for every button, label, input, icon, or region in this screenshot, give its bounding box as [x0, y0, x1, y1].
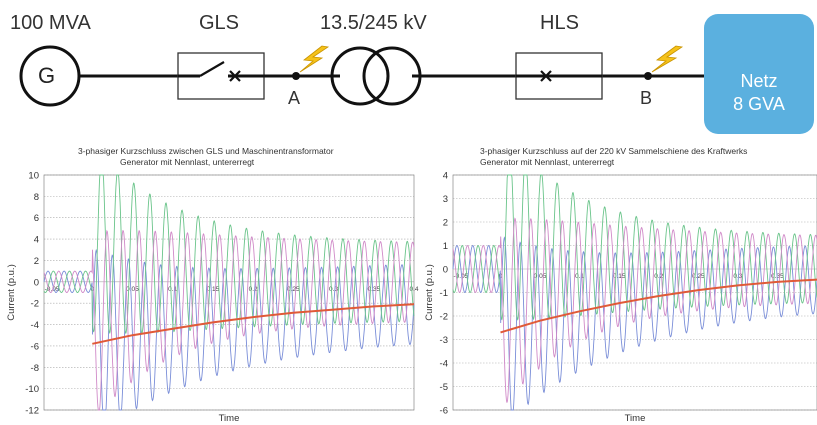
- chart2-title: 3-phasiger Kurzschluss auf der 220 kV Sa…: [480, 146, 748, 156]
- chart1-y-tick-label: 8: [34, 192, 39, 203]
- chart2-y-tick-label: 3: [443, 194, 448, 205]
- chart2-x-tick-label: 0.25: [692, 273, 705, 280]
- chart1-y-tick-label: -8: [31, 363, 39, 374]
- transformer-winding-2: [362, 46, 422, 106]
- chart1-y-tick-label: 2: [34, 256, 39, 267]
- chart1-y-tick-label: -10: [25, 384, 39, 395]
- chart1-x-tick-label: 0.4: [409, 286, 418, 293]
- chart1-y-tick-label: 0: [34, 277, 39, 288]
- transformer-winding-1: [330, 46, 390, 106]
- chart1-x-tick-label: 0.1: [168, 286, 177, 293]
- chart2-plot-frame: [452, 174, 817, 411]
- hls-label: HLS: [540, 12, 579, 34]
- hls-contact-cross: [540, 70, 552, 82]
- chart2-x-tick-label: 0.35: [771, 273, 784, 280]
- chart1-dc-component-line: [92, 303, 415, 345]
- chart1-y-tick-label: -2: [31, 299, 39, 310]
- chart1-y-tick-label: -4: [31, 320, 39, 331]
- chart2-x-tick-label: 0.2: [654, 273, 663, 280]
- chart1-x-tick-label: 0.15: [207, 286, 220, 293]
- chart1-y-tick-label: -12: [25, 406, 39, 417]
- chart2-phase-c-current-line: [452, 217, 817, 403]
- fault-point-b-dot: [644, 72, 652, 80]
- chart2-x-tick-label: 0.1: [575, 273, 584, 280]
- chart2-y-tick-label: -1: [440, 288, 448, 299]
- chart2-y-tick-label: -6: [440, 406, 448, 417]
- generator-rating-label: 100 MVA: [10, 12, 91, 34]
- lightning-icon-a: [299, 45, 330, 73]
- chart2-y-tick-label: -5: [440, 382, 448, 393]
- transformer-label: 13.5/245 kV: [320, 12, 427, 34]
- chart1-phase-c-current-line: [43, 229, 415, 411]
- fault-point-b-label: B: [640, 88, 653, 108]
- chart2-y-tick-label: -3: [440, 335, 448, 346]
- chart2-x-tick-label: -0.05: [453, 273, 468, 280]
- chart2-y-tick-label: 2: [443, 218, 448, 229]
- chart1-title: 3-phasiger Kurzschluss zwischen GLS und …: [78, 146, 334, 156]
- gls-contact-cross: [229, 70, 241, 82]
- chart1-y-tick-label: 10: [28, 171, 39, 182]
- chart2-y-tick-label: 1: [443, 241, 448, 252]
- chart1-y-tick-label: 6: [34, 213, 39, 224]
- chart2-subtitle: Generator mit Nennlast, untererregt: [480, 157, 615, 167]
- chart1-x-tick-label: 0.3: [329, 286, 338, 293]
- lightning-icon-b: [651, 45, 684, 73]
- chart1-x-tick-label: 0.05: [126, 286, 139, 293]
- chart1-y-axis-label: Current (p.u.): [6, 264, 17, 321]
- chart2-y-tick-label: -4: [440, 359, 448, 370]
- chart2-x-axis-label: Time: [625, 413, 646, 424]
- chart1-y-tick-label: -6: [31, 341, 39, 352]
- chart2-y-tick-label: 0: [443, 265, 448, 276]
- gls-switch-blade: [199, 61, 225, 77]
- chart1-y-tick-label: 4: [34, 235, 39, 246]
- fault-point-a-dot: [292, 72, 300, 80]
- chart2-phase-a-current-line: [452, 236, 817, 411]
- chart2-y-axis-label: Current (p.u.): [424, 264, 435, 321]
- chart1-subtitle: Generator mit Nennlast, untererregt: [120, 157, 255, 167]
- chart1-x-axis-label: Time: [219, 413, 240, 424]
- single-line-diagram: [19, 45, 704, 107]
- chart1-x-tick-label: 0.25: [287, 286, 300, 293]
- chart1-plot-frame: [43, 174, 415, 411]
- gls-label: GLS: [199, 12, 240, 34]
- chart2-y-tick-label: 4: [443, 171, 448, 182]
- chart2-x-tick-label: 0.15: [613, 273, 626, 280]
- chart2-x-tick-label: 0.05: [534, 273, 547, 280]
- generator-symbol-label: G: [38, 63, 56, 88]
- chart1-x-tick-label: 0.35: [367, 286, 380, 293]
- fault-point-a-label: A: [288, 88, 301, 108]
- chart2-y-tick-label: -2: [440, 312, 448, 323]
- chart2-dc-component-line: [500, 278, 817, 334]
- generator-symbol: [19, 45, 81, 107]
- network-box: Netz 8 GVA: [704, 14, 814, 134]
- chart1-x-tick-label: 0.2: [249, 286, 258, 293]
- network-rating: 8 GVA: [733, 94, 785, 114]
- network-name: Netz: [740, 71, 778, 91]
